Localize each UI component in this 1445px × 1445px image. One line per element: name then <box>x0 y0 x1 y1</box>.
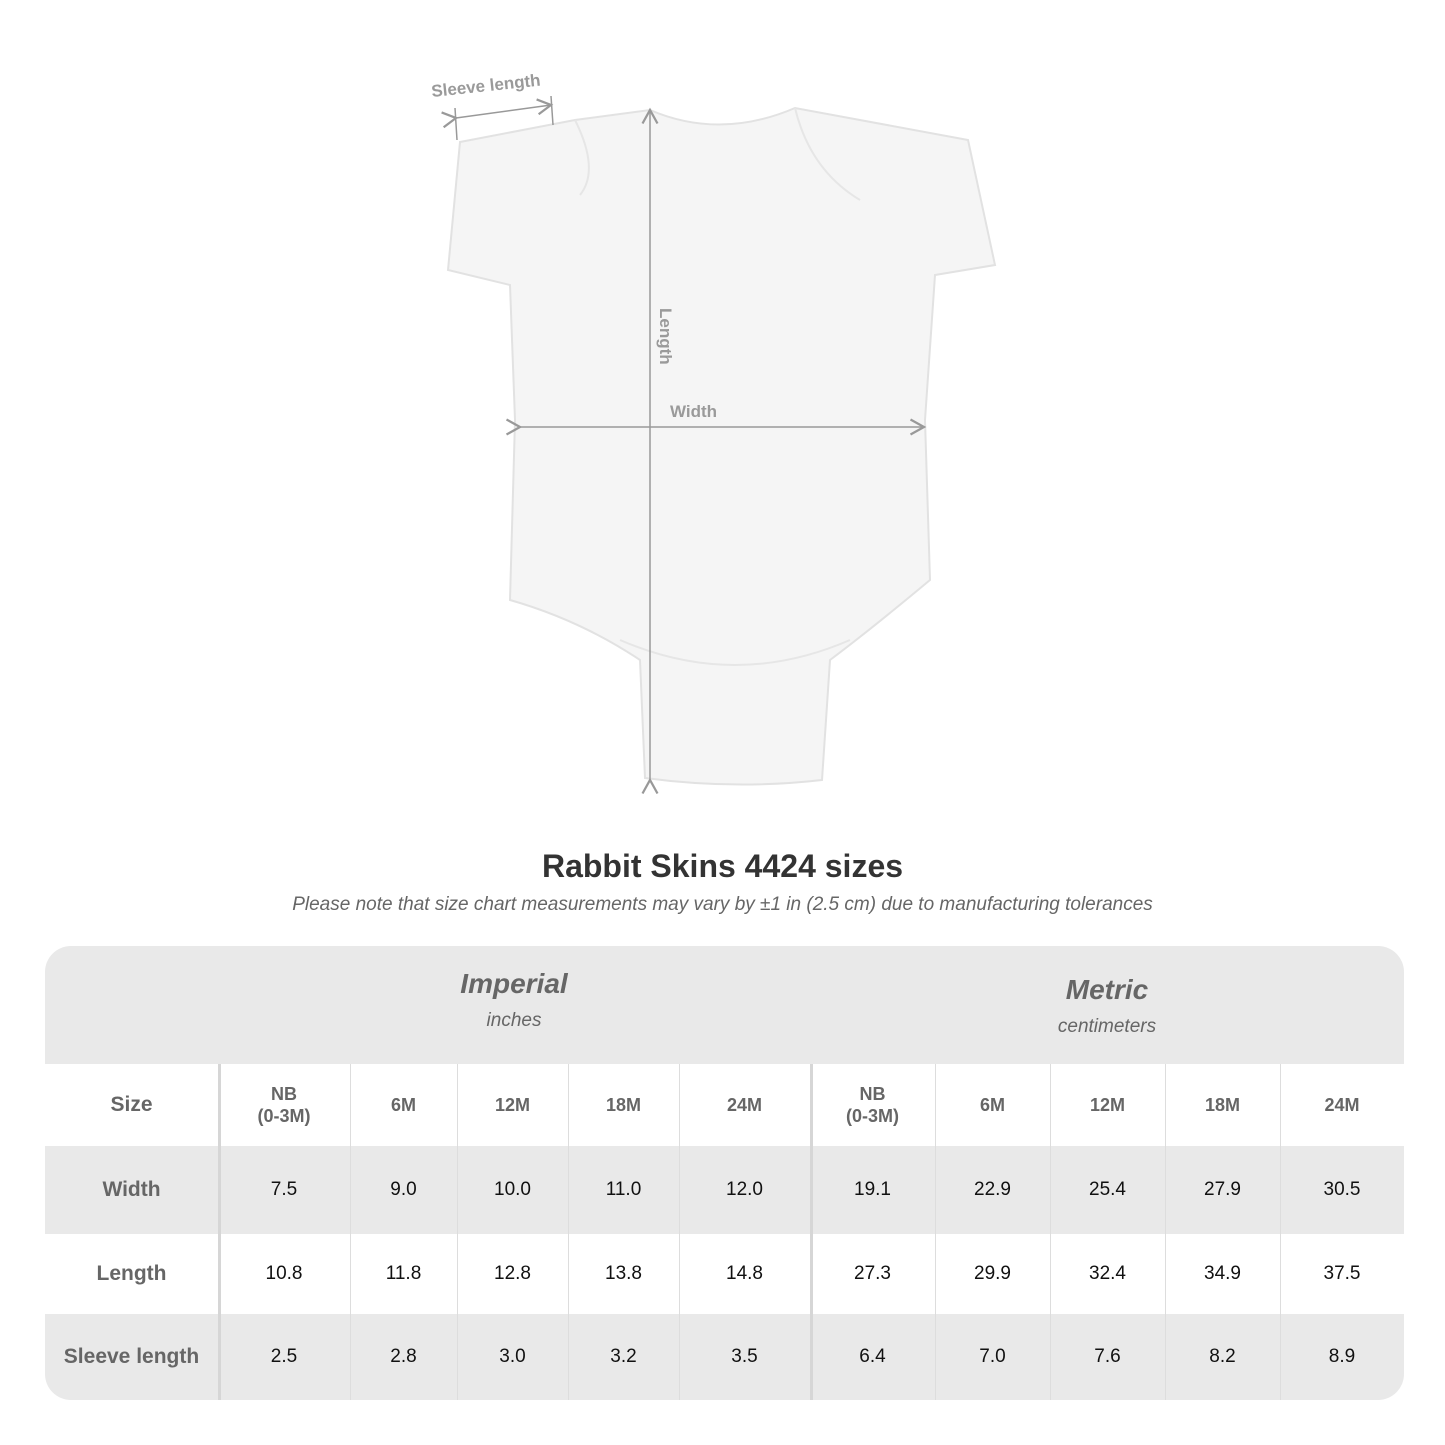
row-label: Length <box>96 1262 167 1285</box>
table-cell-metric: 27.9 <box>1204 1179 1241 1200</box>
column-divider <box>350 1064 351 1400</box>
table-cell-imperial: 3.0 <box>499 1346 526 1367</box>
table-cell-imperial: 2.8 <box>390 1346 417 1367</box>
tolerance-note: Please note that size chart measurements… <box>292 894 1153 915</box>
table-cell-imperial: 13.8 <box>605 1263 642 1284</box>
table-cell-imperial: 12.0 <box>726 1179 763 1200</box>
table-cell-metric: 22.9 <box>974 1179 1011 1200</box>
row-band <box>45 1314 1404 1400</box>
metric-unit: centimeters <box>1057 1016 1157 1037</box>
sleeve-arrow <box>441 98 554 129</box>
table-cell-metric: 30.5 <box>1323 1179 1361 1200</box>
onesie-measurement-diagram: Sleeve length Length Width <box>430 71 997 795</box>
size-header-metric: 12M <box>1089 1095 1125 1115</box>
size-header-metric: 24M <box>1324 1095 1360 1115</box>
size-header-metric: NB (0-3M) <box>846 1084 899 1126</box>
row-label: Sleeve length <box>63 1345 200 1368</box>
column-divider <box>679 1064 680 1400</box>
column-divider <box>457 1064 458 1400</box>
column-divider <box>1280 1064 1281 1400</box>
table-cell-imperial: 11.8 <box>385 1263 422 1284</box>
column-divider <box>810 1064 813 1400</box>
page-title: Rabbit Skins 4424 sizes <box>541 848 904 884</box>
table-cell-imperial: 7.5 <box>270 1179 298 1200</box>
table-cell-imperial: 3.5 <box>731 1346 758 1367</box>
table-cell-imperial: 11.0 <box>605 1179 642 1200</box>
row-label: Width <box>102 1178 161 1201</box>
table-cell-metric: 6.4 <box>859 1346 886 1367</box>
table-cell-metric: 29.9 <box>974 1263 1011 1284</box>
column-divider <box>1050 1064 1051 1400</box>
column-divider <box>935 1064 936 1400</box>
size-label: Size <box>110 1093 153 1116</box>
width-label: Width <box>670 402 717 421</box>
table-cell-metric: 27.3 <box>854 1263 891 1284</box>
table-cell-metric: 7.6 <box>1094 1346 1121 1367</box>
table-cell-metric: 25.4 <box>1089 1179 1126 1200</box>
table-cell-metric: 34.9 <box>1204 1263 1241 1284</box>
table-cell-imperial: 3.2 <box>610 1346 637 1367</box>
table-cell-imperial: 2.5 <box>270 1346 298 1367</box>
table-cell-imperial: 9.0 <box>390 1179 417 1200</box>
column-divider <box>218 1064 221 1400</box>
onesie-image <box>446 106 997 786</box>
column-divider <box>1165 1064 1166 1400</box>
size-header-metric: 18M <box>1204 1095 1240 1115</box>
table-cell-imperial: 14.8 <box>726 1263 763 1284</box>
table-cell-metric: 8.9 <box>1328 1346 1356 1367</box>
column-divider <box>568 1064 569 1400</box>
length-label: Length <box>656 308 675 365</box>
imperial-title: Imperial <box>460 968 568 999</box>
size-header-imperial: 6M <box>390 1095 416 1115</box>
table-cell-imperial: 10.0 <box>494 1179 531 1200</box>
table-cell-metric: 7.0 <box>979 1346 1006 1367</box>
table-cell-metric: 19.1 <box>854 1179 891 1200</box>
table-cell-metric: 37.5 <box>1323 1263 1361 1284</box>
table-cell-metric: 8.2 <box>1209 1346 1236 1367</box>
size-header-imperial: 12M <box>494 1095 530 1115</box>
header-band <box>45 946 1404 1064</box>
metric-header: Metric centimeters <box>810 974 1404 1092</box>
imperial-header: Imperial inches <box>218 968 810 1086</box>
sleeve-label: Sleeve length <box>430 71 541 101</box>
row-band <box>45 1146 1404 1234</box>
table-cell-metric: 32.4 <box>1089 1263 1126 1284</box>
size-table: Imperial inches Metric centimeters Size N… <box>45 946 1404 1400</box>
imperial-unit: inches <box>486 1010 542 1031</box>
size-header-metric: 6M <box>979 1095 1005 1115</box>
size-header-imperial: 18M <box>605 1095 641 1115</box>
size-header-imperial: 24M <box>726 1095 762 1115</box>
size-header-imperial: NB (0-3M) <box>257 1084 311 1126</box>
metric-title: Metric <box>1065 974 1149 1005</box>
table-cell-imperial: 12.8 <box>494 1263 531 1284</box>
table-cell-imperial: 10.8 <box>265 1263 303 1284</box>
